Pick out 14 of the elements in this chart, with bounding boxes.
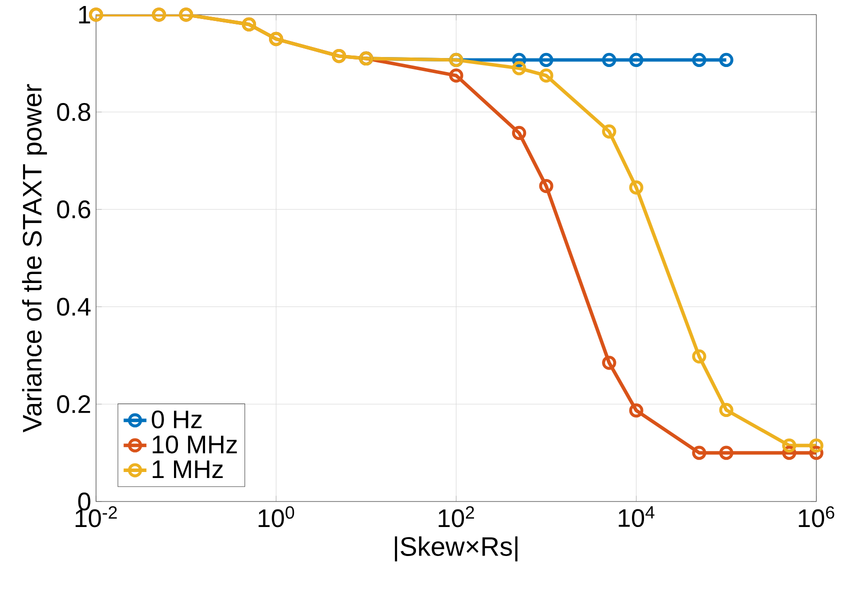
y-tick-label: 1 — [79, 6, 90, 24]
x-tick-label: 10$^{2}$ — [438, 506, 474, 528]
y-axis-title: Variance of the STAXT power — [22, 84, 47, 433]
legend-label: 10 MHz — [152, 436, 237, 454]
x-tick-label: 10$^{0}$ — [258, 506, 294, 528]
x-tick-label: 10$^{6}$ — [798, 506, 834, 528]
y-tick-label: 0.2 — [57, 395, 90, 414]
x-axis-title: |Skew×Rs| — [394, 536, 518, 562]
x-tick-label: 10$^{4}$ — [618, 506, 654, 528]
legend-label: 1 MHz — [152, 460, 223, 478]
y-tick-label: 0.4 — [57, 298, 91, 316]
y-tick-label: 0.6 — [57, 200, 90, 219]
legend-label: 0 Hz — [152, 410, 202, 429]
y-tick-label: 0.8 — [57, 103, 90, 122]
